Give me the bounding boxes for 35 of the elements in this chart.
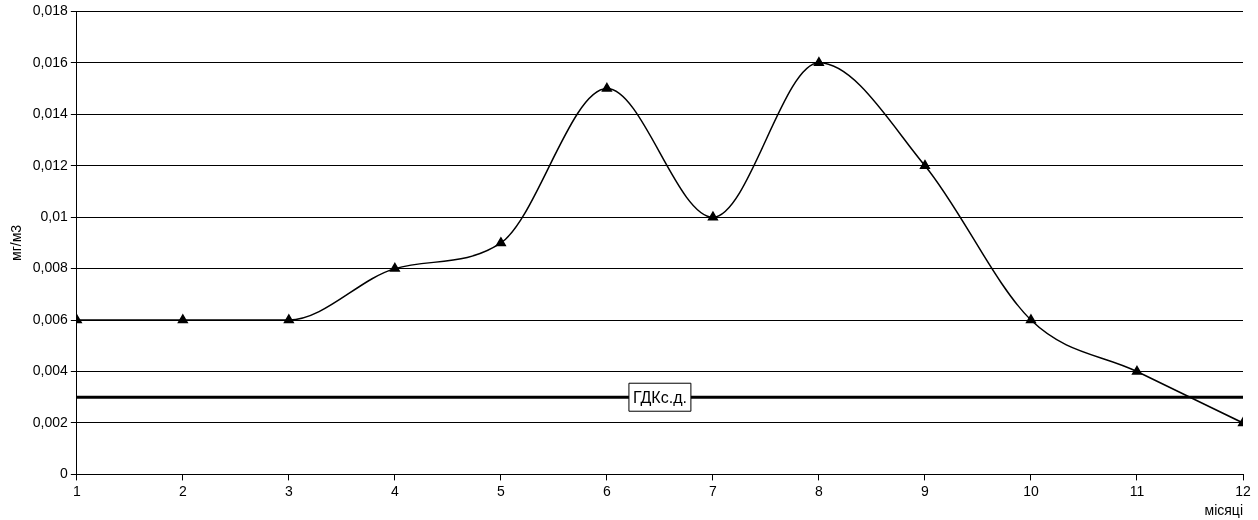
y-tick-label: 0,018 — [32, 2, 69, 19]
x-tick-label: 10 — [1023, 482, 1039, 499]
y-tick-label: 0,012 — [32, 156, 69, 173]
point — [601, 82, 612, 92]
point — [919, 159, 931, 169]
point — [813, 57, 825, 67]
x-tick-label: 7 — [709, 482, 718, 499]
x-tick-label: 3 — [284, 482, 293, 499]
point — [1025, 314, 1037, 324]
point — [283, 314, 294, 324]
y-tick-label: 0,002 — [32, 413, 69, 430]
y-tick-label: 0 — [60, 465, 69, 482]
x-tick-label: 12 — [1235, 482, 1251, 499]
x-tick-label: 6 — [603, 482, 612, 499]
x-tick-label: 4 — [390, 482, 399, 499]
x-tick-label: 8 — [815, 482, 824, 499]
ref-line-label: ГДКс.д. — [632, 388, 687, 406]
x-tick-label: 2 — [178, 482, 187, 499]
y-tick-label: 0,016 — [32, 53, 69, 70]
y-tick-label: 0,004 — [32, 362, 69, 379]
point — [707, 211, 719, 221]
y-tick-label: 0,008 — [32, 259, 69, 276]
point — [1131, 365, 1143, 375]
point — [177, 314, 188, 324]
x-tick-label: 5 — [497, 482, 505, 499]
x-tick-label: 11 — [1129, 482, 1145, 499]
y-tick-label: 0,006 — [32, 310, 69, 327]
x-tick-label: 9 — [921, 482, 930, 499]
point — [495, 237, 506, 247]
y-tick-label: 0,01 — [40, 208, 69, 225]
y-tick-label: 0,014 — [32, 105, 69, 122]
point — [389, 262, 400, 272]
x-axis-title: місяці — [1204, 502, 1243, 519]
y-axis-title: мг/м3 — [8, 224, 25, 261]
x-tick-label: 1 — [72, 482, 81, 499]
